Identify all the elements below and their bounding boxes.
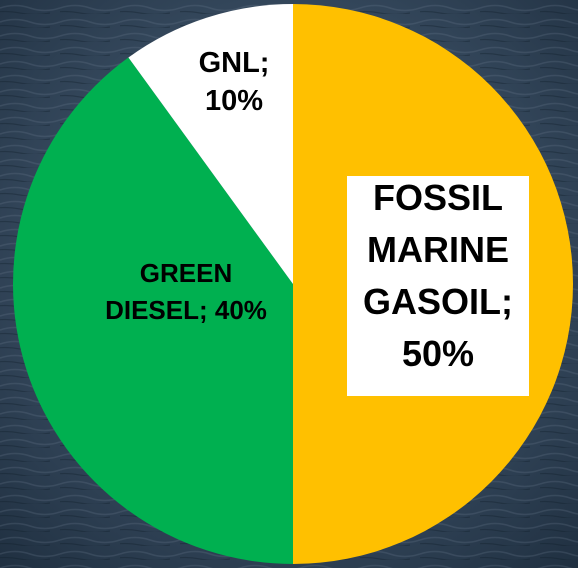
- data-label-box: [347, 176, 529, 396]
- data-label-line: FOSSIL: [373, 177, 503, 218]
- data-label-line: 10%: [205, 85, 263, 117]
- data-label-line: 50%: [402, 333, 474, 374]
- data-label-gnl: GNL; 10%: [199, 47, 270, 117]
- pie-labels: FOSSIL MARINE GASOIL; 50% GREEN DIESEL; 40% GN…: [105, 47, 529, 396]
- data-label-line: GASOIL;: [363, 281, 513, 322]
- data-label-line: GNL;: [199, 47, 270, 79]
- data-label-green-diesel: GREEN DIESEL; 40%: [105, 258, 267, 325]
- pie-slice-gnl: [128, 4, 293, 284]
- data-label-line: GREEN: [140, 258, 232, 288]
- data-label-fossil-marine-gasoil: FOSSIL MARINE GASOIL; 50%: [363, 177, 513, 374]
- data-label-line: DIESEL; 40%: [105, 295, 267, 325]
- data-label-line: MARINE: [367, 229, 509, 270]
- pie-slice-green-diesel: [12, 57, 293, 564]
